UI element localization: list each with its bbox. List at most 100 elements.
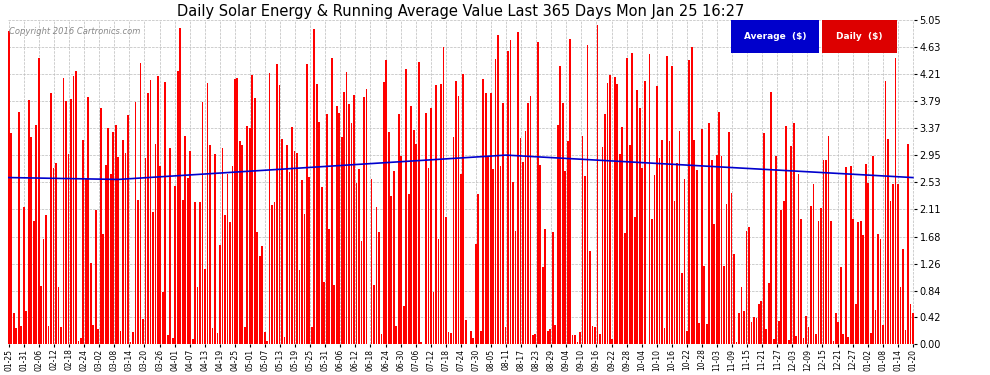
Bar: [835, 313, 837, 344]
Bar: [177, 71, 178, 344]
Bar: [706, 324, 708, 344]
Bar: [415, 144, 417, 344]
Bar: [743, 311, 744, 344]
Bar: [234, 79, 236, 344]
Bar: [480, 331, 481, 344]
Text: Average  ($): Average ($): [743, 32, 806, 41]
Bar: [912, 312, 914, 344]
Bar: [258, 256, 260, 344]
Bar: [248, 128, 250, 344]
Bar: [698, 323, 700, 344]
Bar: [877, 234, 879, 344]
Bar: [847, 337, 849, 344]
Bar: [882, 326, 884, 344]
Bar: [436, 85, 437, 344]
Bar: [726, 204, 728, 344]
Bar: [172, 338, 173, 344]
Bar: [455, 81, 456, 344]
Bar: [268, 73, 270, 344]
Bar: [199, 201, 201, 344]
Bar: [38, 58, 40, 344]
Bar: [502, 103, 504, 344]
Bar: [365, 89, 367, 344]
Bar: [261, 246, 263, 344]
Bar: [378, 232, 380, 344]
Bar: [887, 139, 889, 344]
Bar: [574, 335, 576, 344]
Bar: [734, 254, 735, 344]
Bar: [447, 332, 449, 344]
Bar: [227, 174, 229, 344]
Bar: [279, 85, 280, 344]
Bar: [291, 127, 293, 344]
Bar: [569, 39, 571, 344]
Bar: [668, 141, 670, 344]
Bar: [714, 224, 715, 344]
Bar: [110, 174, 112, 344]
Bar: [551, 232, 553, 344]
Bar: [355, 183, 357, 344]
Bar: [413, 130, 415, 344]
Bar: [55, 164, 56, 344]
Bar: [658, 158, 660, 344]
Bar: [125, 153, 127, 344]
Bar: [602, 147, 603, 344]
Bar: [140, 63, 142, 344]
Bar: [194, 202, 196, 344]
Bar: [43, 239, 45, 344]
Bar: [890, 201, 891, 344]
Bar: [95, 210, 97, 344]
Bar: [686, 332, 688, 344]
Bar: [795, 336, 797, 344]
Bar: [892, 184, 894, 344]
Bar: [102, 234, 104, 344]
Bar: [304, 214, 305, 344]
Bar: [656, 86, 658, 344]
Bar: [273, 202, 275, 344]
Bar: [169, 148, 171, 344]
Bar: [775, 156, 777, 344]
Bar: [696, 171, 698, 344]
Bar: [80, 338, 82, 344]
Bar: [813, 184, 815, 344]
Bar: [642, 168, 644, 344]
Bar: [82, 141, 84, 344]
Bar: [348, 104, 350, 344]
Bar: [490, 93, 491, 344]
Bar: [50, 93, 51, 344]
Bar: [895, 58, 896, 344]
Bar: [130, 342, 132, 344]
Bar: [202, 102, 203, 344]
Bar: [358, 169, 360, 344]
Bar: [289, 172, 290, 344]
Bar: [661, 140, 663, 344]
Bar: [673, 201, 675, 344]
Bar: [810, 206, 812, 344]
Bar: [329, 230, 330, 344]
Bar: [885, 81, 886, 344]
Bar: [232, 166, 234, 344]
Bar: [363, 97, 365, 344]
Bar: [28, 100, 30, 344]
Bar: [383, 82, 385, 344]
Bar: [212, 328, 214, 344]
Bar: [820, 208, 822, 344]
Bar: [676, 163, 678, 344]
Bar: [321, 187, 323, 344]
Bar: [559, 66, 561, 344]
Bar: [237, 78, 239, 344]
Bar: [219, 245, 221, 344]
Bar: [579, 332, 581, 344]
Bar: [388, 132, 390, 344]
Bar: [462, 74, 464, 344]
Bar: [441, 84, 442, 344]
Bar: [629, 145, 631, 344]
Bar: [247, 126, 248, 344]
Bar: [783, 201, 785, 344]
Bar: [159, 166, 161, 344]
Bar: [758, 304, 759, 344]
Bar: [184, 136, 186, 344]
Bar: [152, 212, 153, 344]
Bar: [522, 162, 524, 344]
Bar: [390, 196, 392, 344]
